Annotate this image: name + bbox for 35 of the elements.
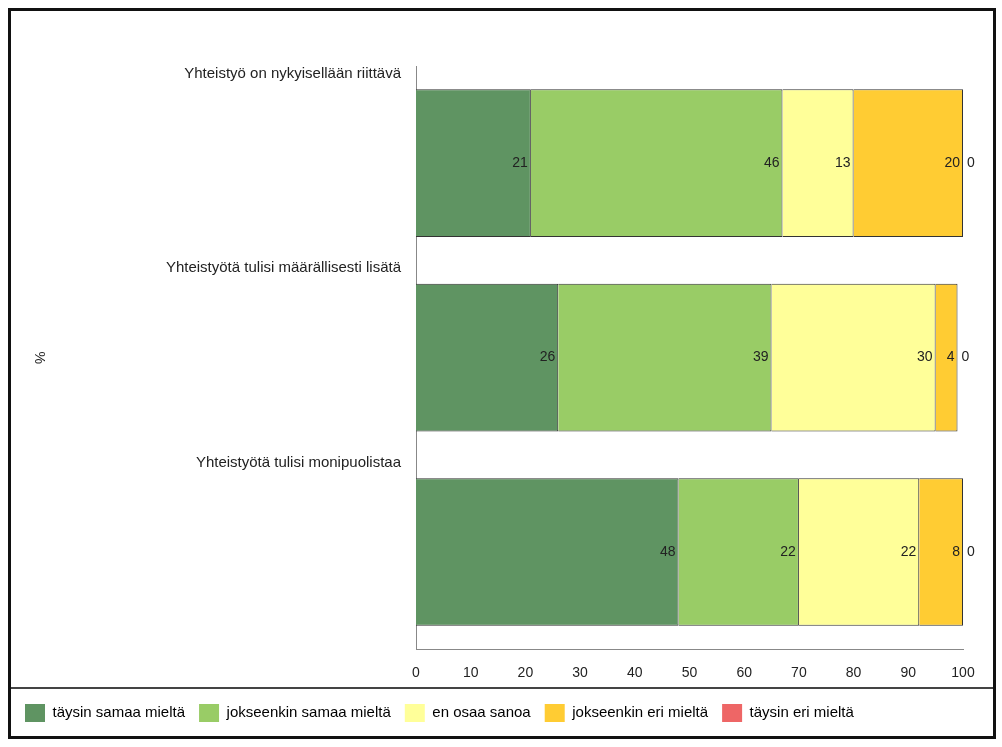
legend-label: täysin samaa mieltä: [52, 703, 186, 721]
x-tick-label: 70: [791, 664, 807, 681]
x-tick-label: 60: [736, 664, 753, 681]
data-label: 22: [900, 542, 917, 559]
data-label: 0: [967, 154, 975, 171]
data-label: 48: [659, 542, 676, 559]
data-label: 46: [763, 154, 780, 171]
data-label: 13: [835, 154, 851, 171]
x-tick-label: 40: [627, 664, 643, 681]
x-tick-label: 20: [517, 664, 534, 681]
y-tick-label: Yhteistyötä tulisi määrällisesti lisätä: [165, 258, 402, 276]
data-label: 4: [946, 348, 955, 365]
x-tick-label: 50: [681, 664, 698, 681]
legend-label: en osaa sanoa: [432, 703, 532, 721]
legend-label: täysin eri mieltä: [749, 703, 855, 721]
x-tick-label: 10: [462, 664, 479, 681]
x-tick-label: 80: [845, 664, 862, 681]
data-label: 22: [780, 542, 797, 559]
data-label: 20: [944, 154, 961, 171]
data-label: 26: [539, 348, 556, 365]
data-label: 0: [961, 348, 970, 365]
text: %: [32, 351, 49, 364]
legend-label: jokseenkin eri mieltä: [571, 703, 709, 721]
data-label: 39: [752, 348, 769, 365]
data-label: 0: [967, 542, 975, 559]
x-tick-label: 0: [412, 664, 421, 681]
x-tick-label: 100: [951, 664, 975, 681]
y-tick-label: Yhteistyö on nykyisellään riittävä: [184, 63, 402, 81]
data-label: 30: [917, 348, 933, 365]
x-tick-label: 90: [900, 664, 917, 681]
data-label: 8: [952, 542, 961, 559]
y-tick-label: Yhteistyötä tulisi monipuolistaa: [195, 452, 402, 470]
x-tick-label: 30: [572, 664, 589, 681]
data-label: 21: [512, 154, 529, 171]
legend-label: jokseenkin samaa mieltä: [225, 703, 392, 721]
